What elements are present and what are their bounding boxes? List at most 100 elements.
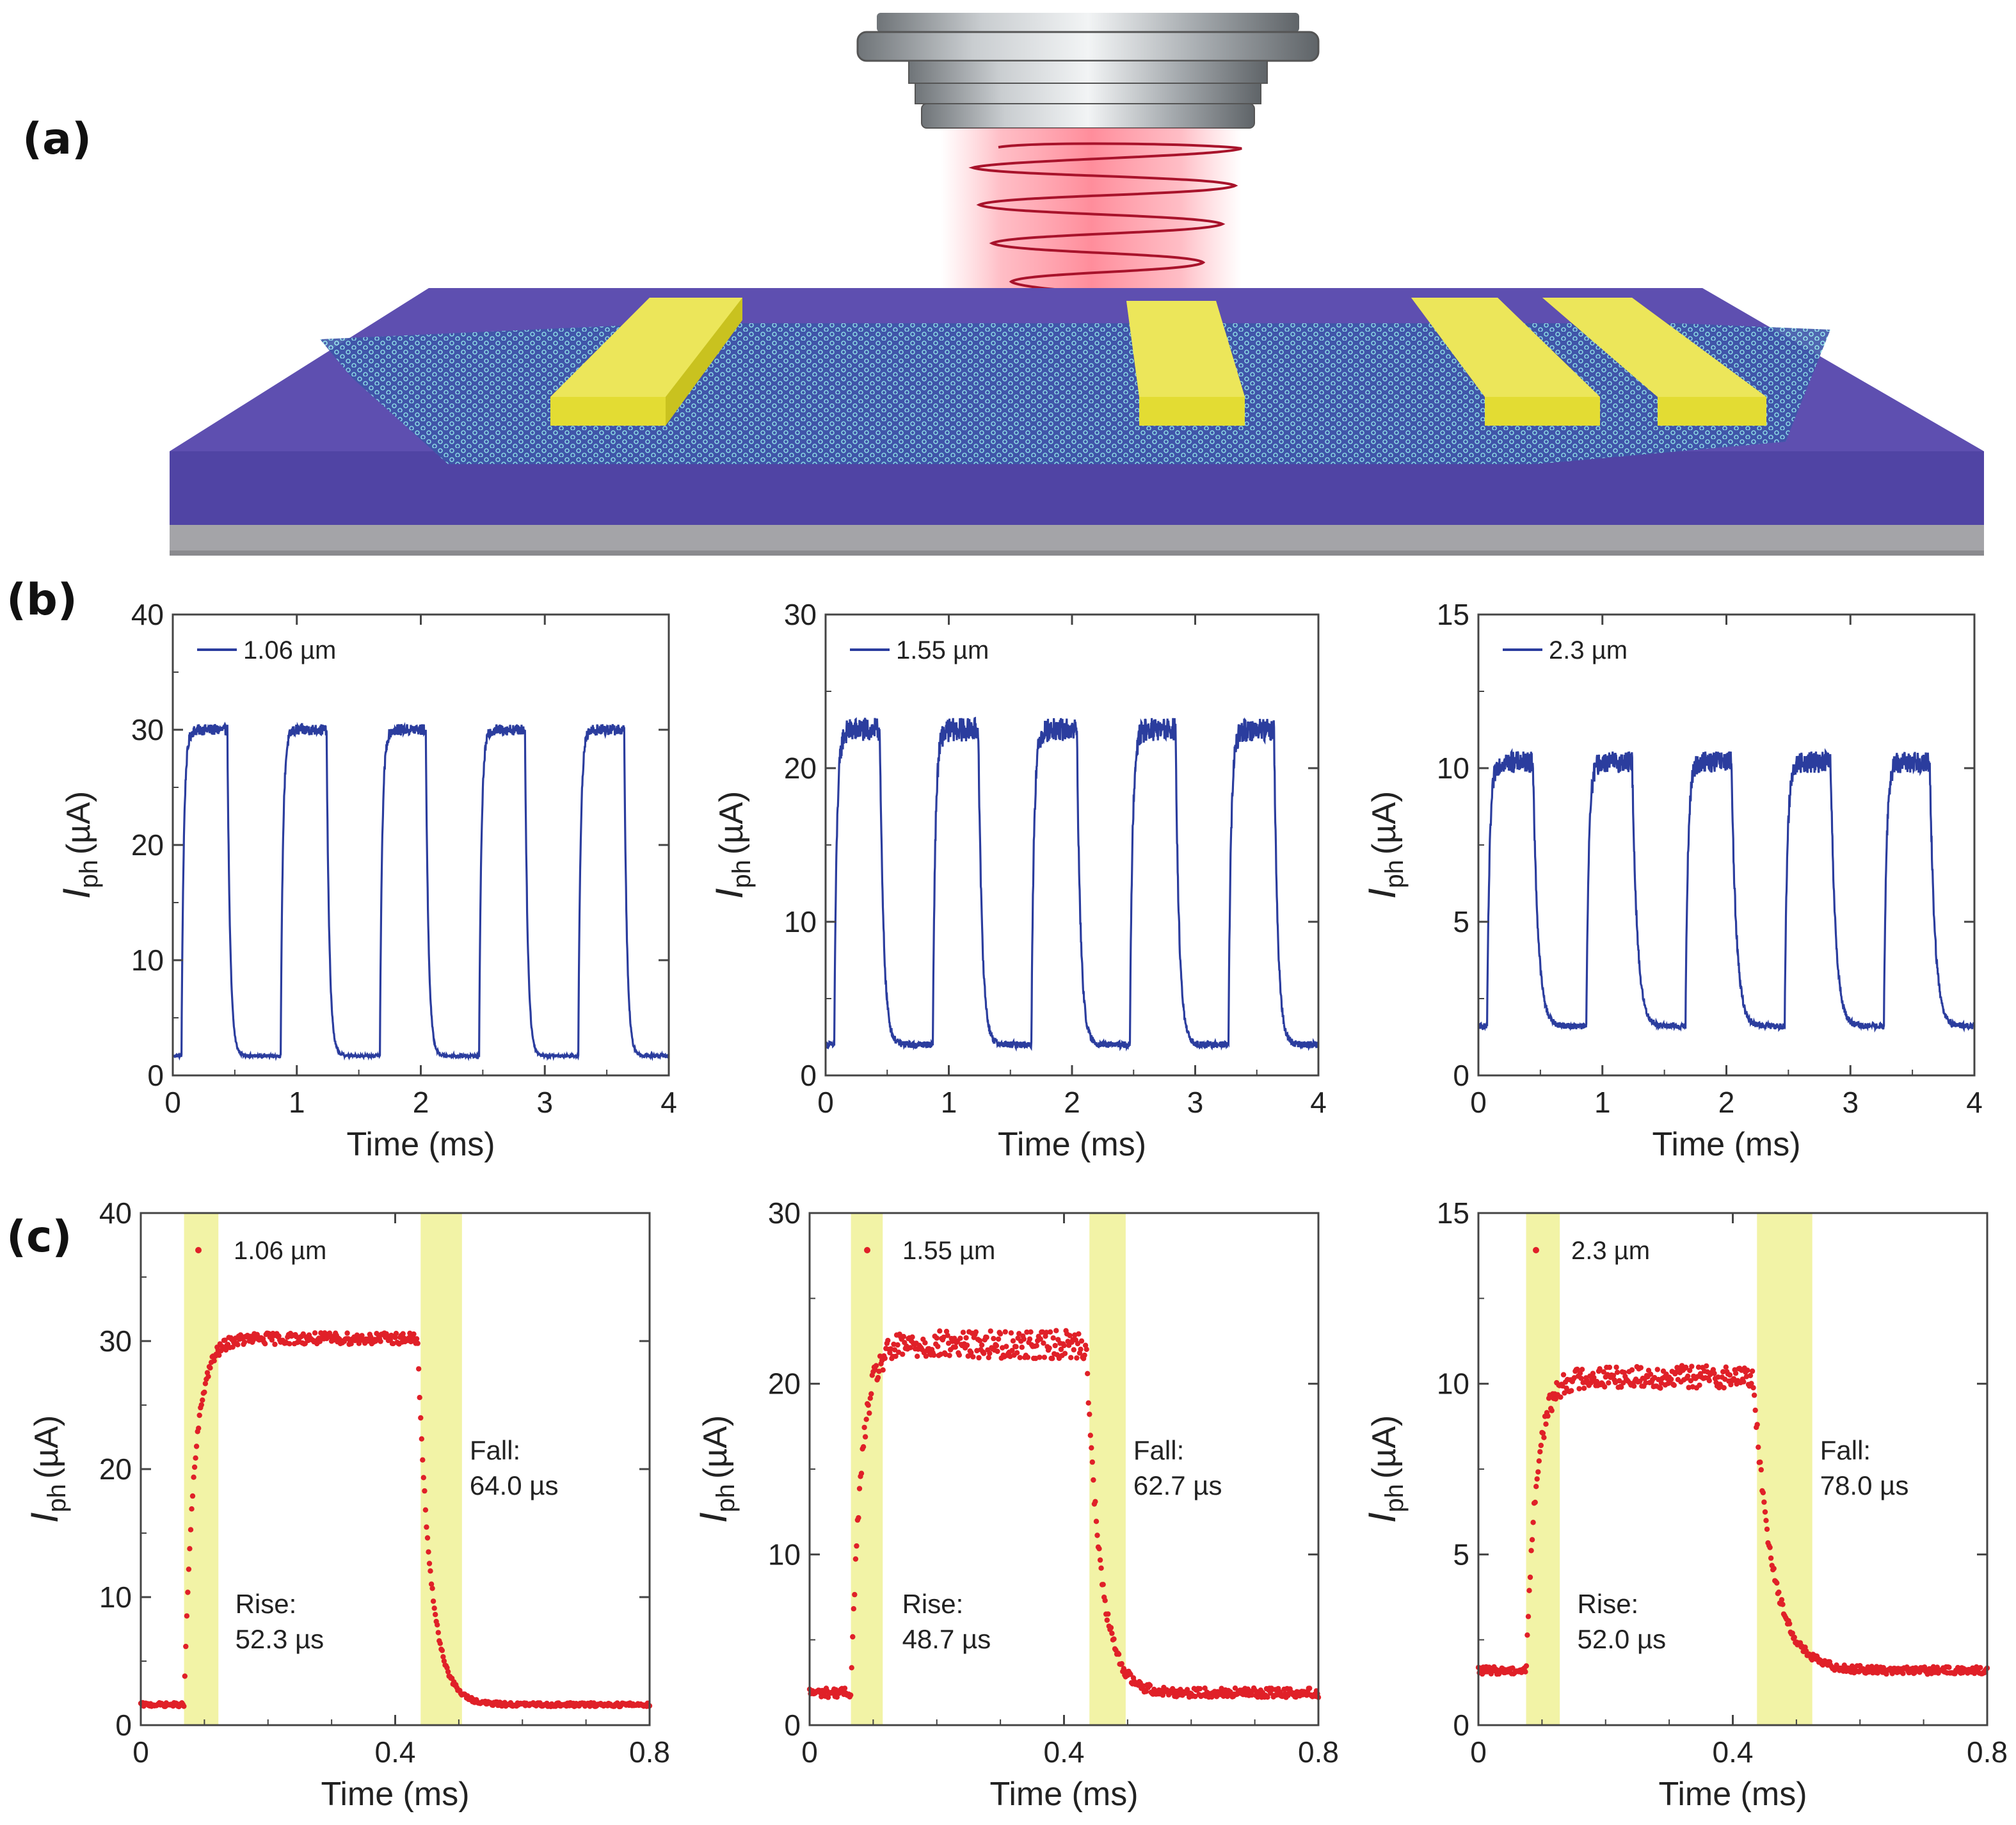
fall-label: Fall: xyxy=(1820,1435,1871,1465)
y-tick-label: 20 xyxy=(131,828,164,862)
data-point xyxy=(1924,1671,1930,1677)
data-point xyxy=(1039,1329,1046,1335)
data-point xyxy=(979,1342,985,1348)
data-point xyxy=(1728,1381,1734,1388)
data-point xyxy=(1025,1355,1031,1360)
data-point xyxy=(1576,1386,1582,1392)
y-tick-label: 0 xyxy=(115,1708,132,1742)
data-point xyxy=(1751,1392,1757,1398)
data-point xyxy=(892,1347,898,1353)
data-point xyxy=(1041,1355,1048,1360)
data-point xyxy=(867,1395,874,1401)
legend-label: 1.55 µm xyxy=(896,636,989,664)
data-point xyxy=(223,1347,229,1353)
data-point xyxy=(863,1417,869,1422)
legend-swatch xyxy=(195,1247,202,1253)
data-point xyxy=(1037,1355,1043,1360)
data-point xyxy=(1102,1598,1108,1604)
data-point xyxy=(1762,1509,1768,1515)
data-point xyxy=(1756,1444,1761,1450)
data-point xyxy=(1560,1383,1565,1389)
y-tick-label: 20 xyxy=(768,1367,801,1401)
data-point xyxy=(900,1351,906,1357)
data-point xyxy=(1647,1371,1654,1377)
data-point xyxy=(415,1340,420,1346)
data-point xyxy=(1754,1422,1760,1427)
data-point xyxy=(429,1586,435,1591)
data-point xyxy=(1668,1376,1674,1382)
data-point xyxy=(1529,1537,1535,1543)
x-tick-label: 0.4 xyxy=(375,1735,416,1769)
data-point xyxy=(1791,1634,1797,1640)
data-point xyxy=(262,1341,268,1347)
data-point xyxy=(1606,1364,1613,1371)
data-point xyxy=(1009,1347,1015,1353)
data-point xyxy=(1549,1408,1555,1413)
data-point xyxy=(202,1381,209,1387)
data-point xyxy=(1748,1381,1754,1387)
data-point xyxy=(1613,1364,1619,1371)
data-point xyxy=(422,1488,428,1494)
data-point xyxy=(885,1337,891,1344)
data-point xyxy=(435,1622,440,1628)
data-point xyxy=(1093,1518,1100,1524)
y-axis-title: Iph (µA) xyxy=(55,791,103,899)
data-point xyxy=(880,1367,886,1373)
fall-label: Fall: xyxy=(1133,1435,1184,1465)
data-point xyxy=(424,1535,431,1541)
data-point xyxy=(1540,1430,1546,1436)
data-point xyxy=(1062,1351,1068,1356)
data-point xyxy=(1100,1582,1106,1588)
data-point xyxy=(1061,1342,1067,1349)
y-tick-label: 15 xyxy=(1437,598,1469,631)
data-point xyxy=(1094,1532,1100,1538)
data-point xyxy=(1104,1617,1110,1623)
y-tick-label: 10 xyxy=(99,1580,132,1614)
fall-time-value: 62.7 µs xyxy=(1133,1470,1222,1500)
x-tick-label: 3 xyxy=(1842,1086,1859,1119)
data-point xyxy=(1723,1364,1729,1370)
electrode xyxy=(1411,298,1600,426)
data-point xyxy=(241,1339,248,1345)
data-point xyxy=(1002,1329,1009,1335)
data-point xyxy=(893,1353,899,1359)
x-tick-label: 0.4 xyxy=(1044,1735,1085,1769)
data-point xyxy=(1880,1665,1887,1671)
y-axis-title: Iph (µA) xyxy=(1361,1415,1409,1523)
data-point xyxy=(1053,1328,1059,1333)
data-point xyxy=(852,1556,859,1562)
electrode xyxy=(1126,301,1245,426)
data-point xyxy=(1758,1467,1764,1473)
legend: 1.55 µm xyxy=(864,1237,995,1265)
y-axis-unit: (µA) xyxy=(28,1415,65,1479)
data-point xyxy=(1265,1694,1270,1700)
data-point xyxy=(1721,1385,1727,1391)
data-point xyxy=(1673,1369,1679,1375)
plot-frame xyxy=(808,1212,1320,1726)
y-tick-label: 20 xyxy=(99,1452,132,1486)
y-axis-unit: (µA) xyxy=(697,1415,734,1479)
data-point xyxy=(202,1389,207,1395)
data-point xyxy=(993,1343,1000,1349)
data-point xyxy=(400,1331,406,1337)
data-point xyxy=(1602,1384,1608,1390)
panel-label-c: (c) xyxy=(6,1212,72,1262)
data-point xyxy=(987,1351,993,1356)
data-point xyxy=(445,1669,451,1675)
data-point xyxy=(1900,1671,1906,1676)
data-point xyxy=(1747,1372,1754,1379)
device-illustration xyxy=(170,13,1984,556)
data-point xyxy=(196,1412,202,1419)
legend: 1.55 µm xyxy=(850,636,989,664)
y-tick-label: 10 xyxy=(768,1538,801,1571)
photocurrent-trace xyxy=(1477,748,1976,1033)
photocurrent-points xyxy=(1475,1363,1990,1677)
data-point xyxy=(1643,1380,1649,1386)
data-point xyxy=(1610,1372,1617,1378)
data-point xyxy=(1764,1526,1770,1532)
data-point xyxy=(1620,1380,1626,1386)
x-tick-label: 0 xyxy=(1470,1735,1487,1769)
rise-band xyxy=(1526,1213,1560,1725)
data-point xyxy=(1658,1385,1663,1391)
y-tick-label: 0 xyxy=(1453,1708,1469,1742)
